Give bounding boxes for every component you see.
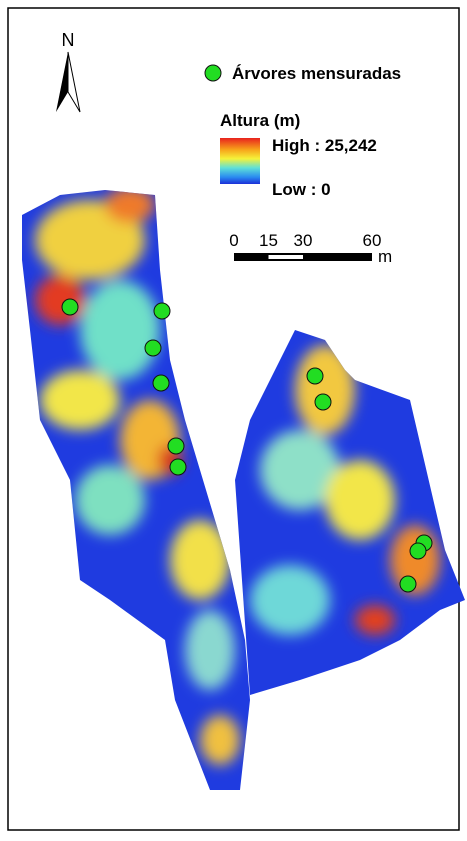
page: N Árvores mensuradas Altura (m) High : 2… <box>0 0 467 841</box>
scale-segment <box>303 255 372 259</box>
scale-tick-label: 60 <box>363 231 382 250</box>
legend-high: High : 25,242 <box>272 136 377 155</box>
legend-raster-title: Altura (m) <box>220 111 300 130</box>
map: N Árvores mensuradas Altura (m) High : 2… <box>0 0 467 841</box>
legend-points-label: Árvores mensuradas <box>232 64 401 83</box>
north-label: N <box>62 30 75 50</box>
legend-low: Low : 0 <box>272 180 331 199</box>
scale-segment <box>269 255 304 259</box>
scale-tick-label: 30 <box>294 231 313 250</box>
scale-tick-label: 0 <box>229 231 238 250</box>
scale-tick-label: 15 <box>259 231 278 250</box>
